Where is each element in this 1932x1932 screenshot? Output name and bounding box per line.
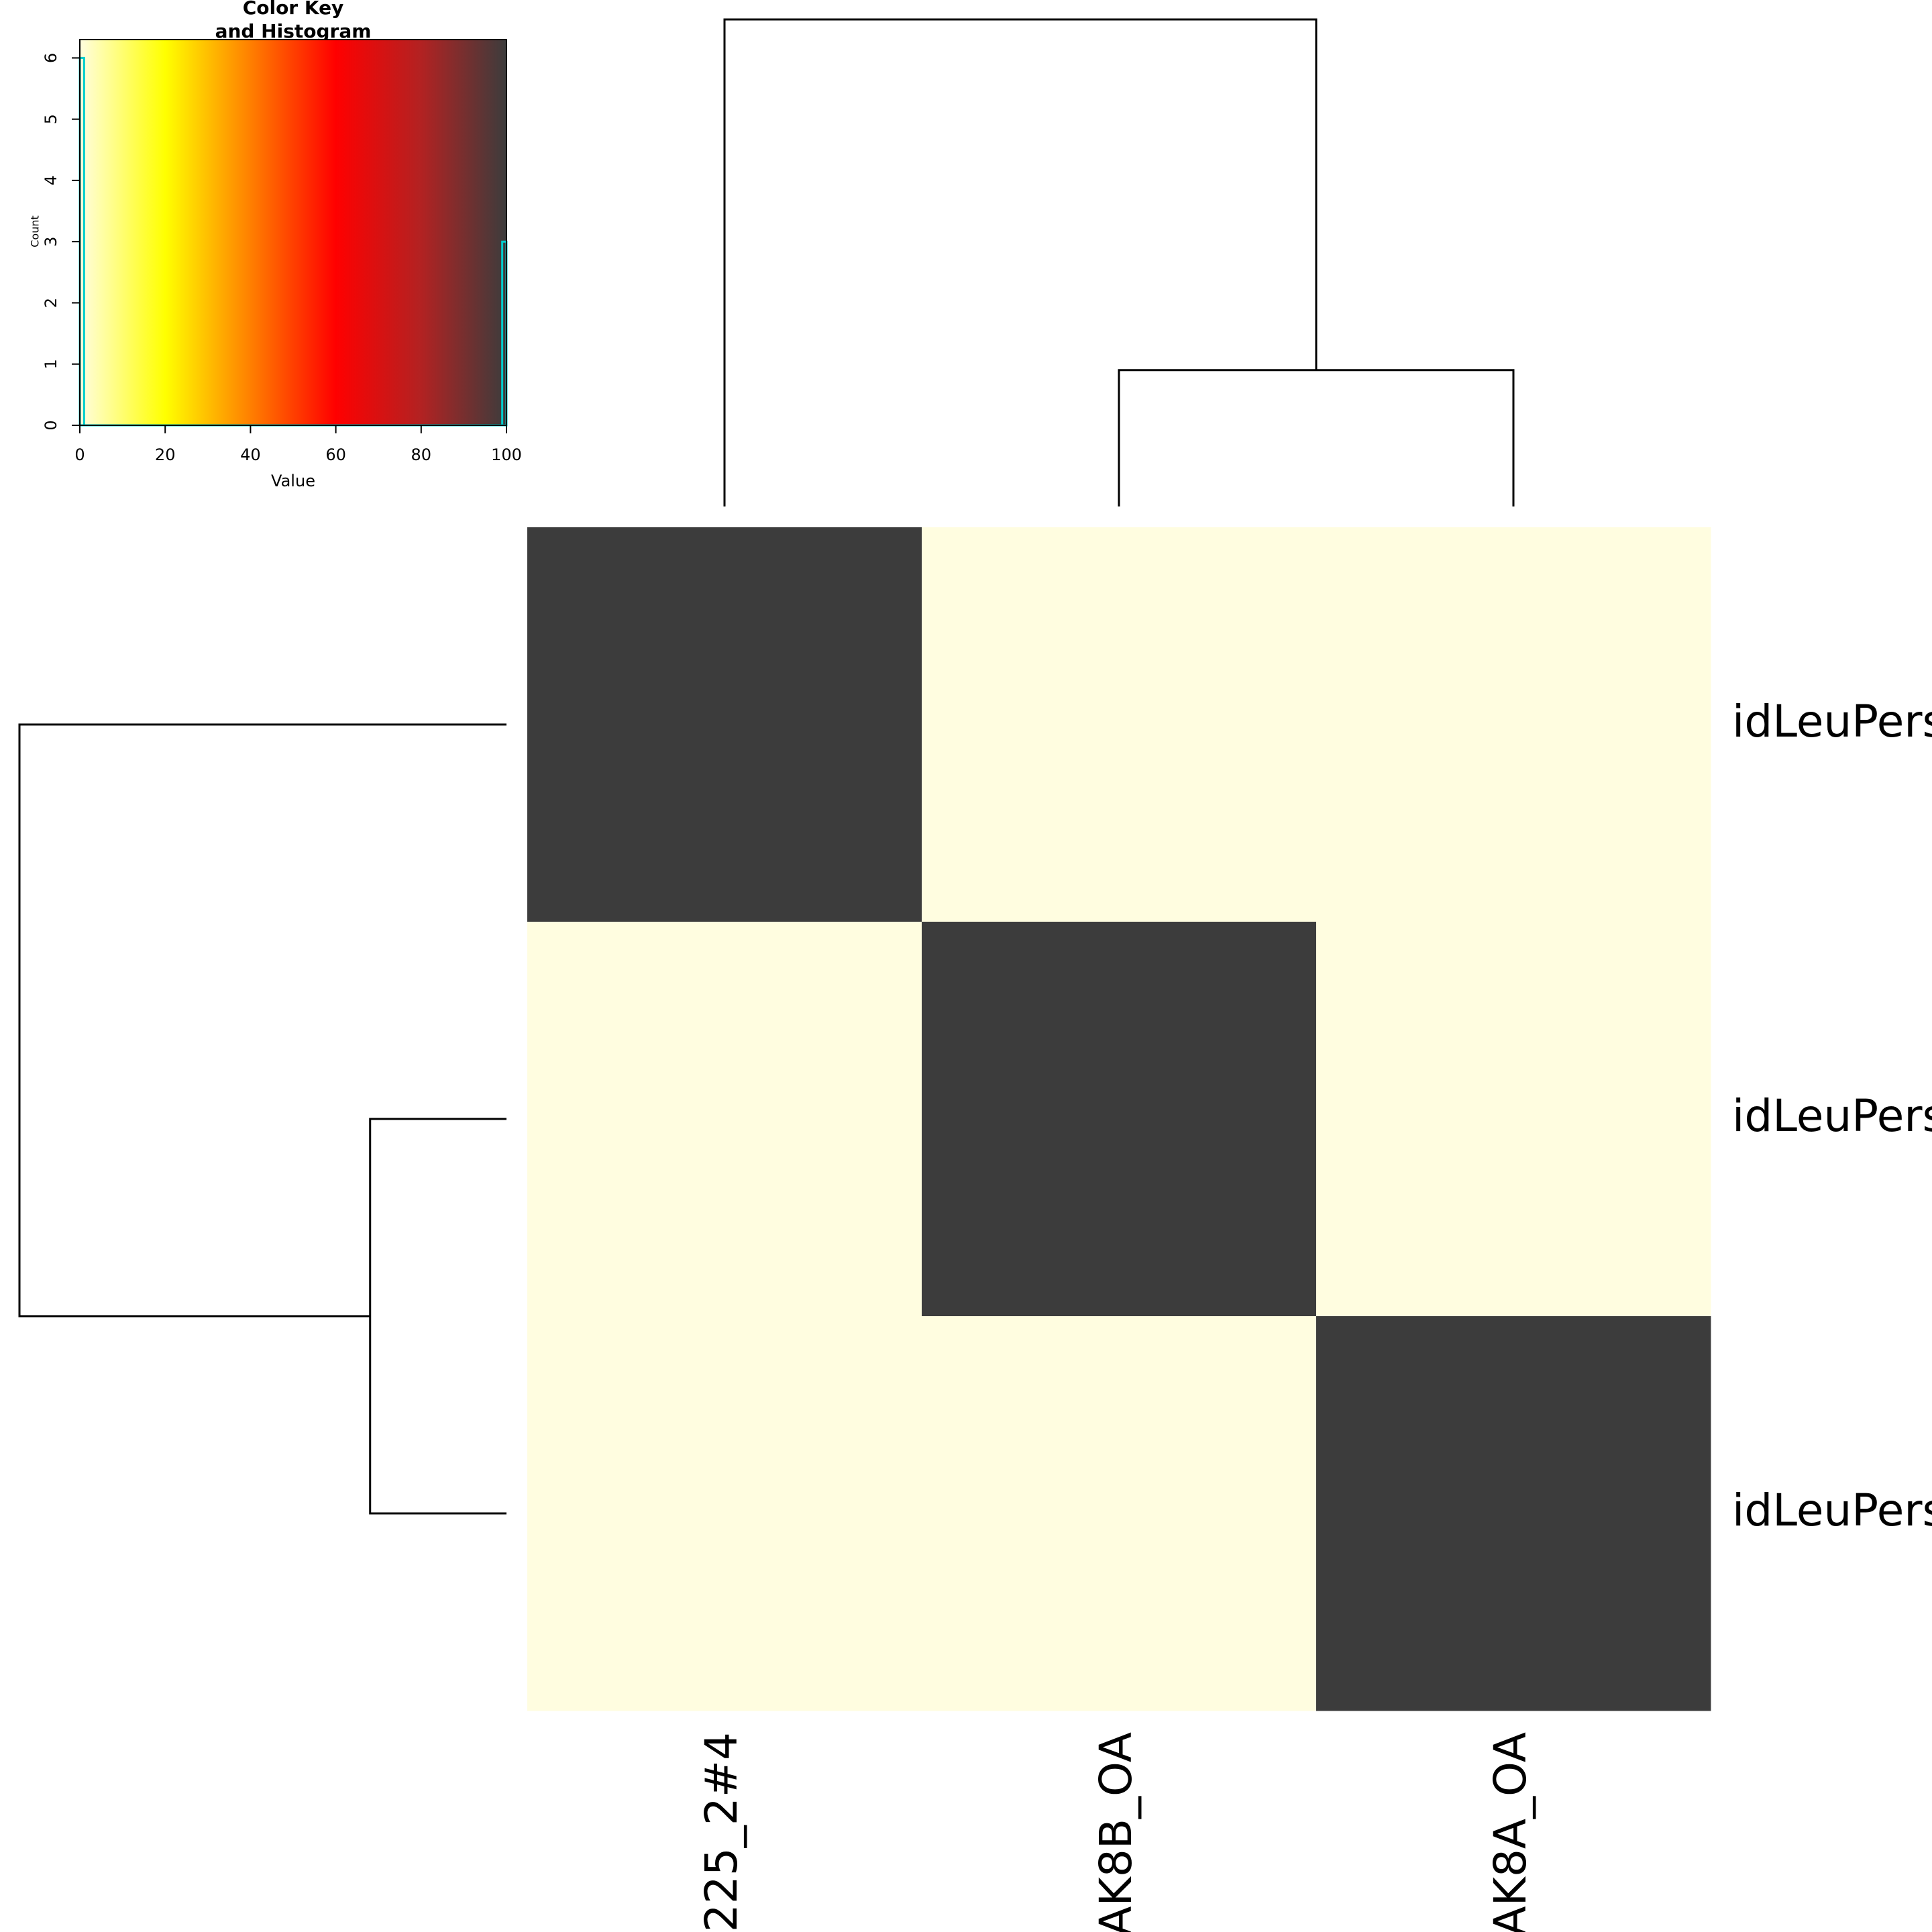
x-tick-label: 0 bbox=[74, 445, 85, 464]
column-label: AK8A_OA bbox=[1485, 1732, 1536, 1932]
heatmap-cell bbox=[922, 922, 1317, 1317]
heatmap-cell bbox=[1316, 1316, 1711, 1711]
x-tick-label: 80 bbox=[411, 445, 432, 464]
column-label: AK8B_OA bbox=[1090, 1732, 1142, 1932]
y-tick-label: 5 bbox=[42, 114, 60, 124]
y-tick-label: 0 bbox=[42, 420, 60, 430]
color-key bbox=[80, 40, 506, 425]
y-tick-label: 6 bbox=[42, 53, 60, 63]
dendrogram-link bbox=[723, 18, 1318, 506]
heatmap-cell bbox=[527, 1316, 922, 1711]
key-y-label: Count bbox=[29, 215, 42, 248]
x-tick-label: 40 bbox=[240, 445, 261, 464]
x-tick-label: 100 bbox=[491, 445, 522, 464]
key-frame bbox=[79, 39, 507, 426]
x-tick-label: 60 bbox=[325, 445, 346, 464]
heatmap-cell bbox=[527, 527, 922, 922]
row-label: idLeuPers bbox=[1732, 1090, 1932, 1142]
row-label: idLeuPers bbox=[1732, 1485, 1932, 1536]
key-title: and Histogram bbox=[215, 20, 372, 42]
y-tick-label: 1 bbox=[42, 359, 60, 369]
heatmap-cell bbox=[922, 1316, 1317, 1711]
x-tick-label: 20 bbox=[155, 445, 176, 464]
row-label: idLeuPers bbox=[1732, 696, 1932, 747]
y-tick-label: 3 bbox=[42, 237, 60, 247]
heatmap-cell bbox=[1316, 922, 1711, 1317]
heatmap-cell bbox=[527, 922, 922, 1317]
dendrogram-link bbox=[369, 1118, 506, 1515]
heatmap-cell bbox=[922, 527, 1317, 922]
key-x-label: Value bbox=[271, 472, 315, 490]
heatmap-cell bbox=[1316, 527, 1711, 922]
column-label: 4225_2#4 bbox=[696, 1732, 747, 1932]
y-tick-label: 2 bbox=[42, 298, 60, 308]
dendrogram-link bbox=[1118, 369, 1515, 506]
key-title: Color Key bbox=[243, 0, 344, 19]
y-tick-label: 4 bbox=[42, 175, 60, 185]
dendrogram-link bbox=[18, 723, 506, 1318]
